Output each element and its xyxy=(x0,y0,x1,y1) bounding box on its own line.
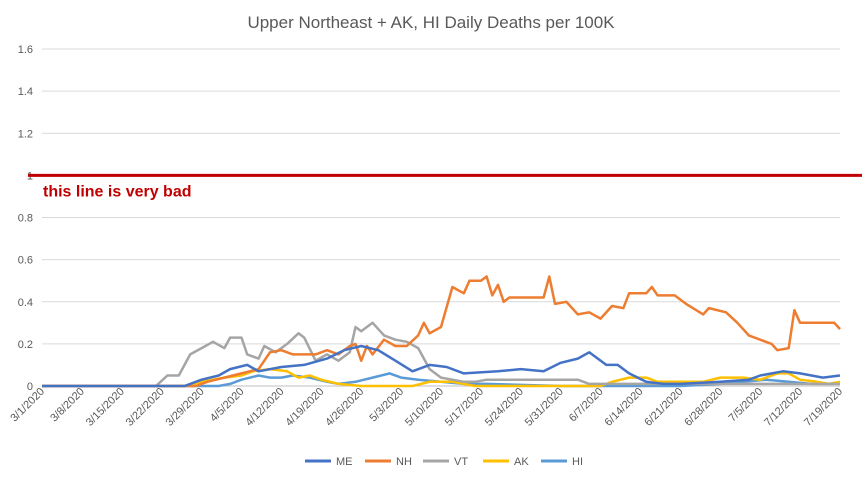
reference-line-group: this line is very bad xyxy=(28,173,862,200)
legend-label-ak: AK xyxy=(514,456,529,468)
y-tick-label: 0 xyxy=(27,381,33,393)
legend-label-nh: NH xyxy=(396,456,412,468)
y-tick-label: 0.4 xyxy=(18,297,33,309)
gridlines xyxy=(42,48,840,345)
reference-line-label: this line is very bad xyxy=(43,183,192,200)
y-tick-label: 0.8 xyxy=(18,213,33,225)
series-line-vt xyxy=(42,321,840,388)
series-line-me xyxy=(42,344,841,388)
y-tick-label: 0.6 xyxy=(18,255,33,267)
series-lines xyxy=(42,275,841,388)
series-line-hi xyxy=(42,372,840,388)
legend-label-hi: HI xyxy=(572,456,583,468)
series-line-nh xyxy=(42,275,841,388)
y-tick-label: 0.2 xyxy=(18,339,33,351)
legend-label-vt: VT xyxy=(454,456,468,468)
chart-title: Upper Northeast + AK, HI Daily Deaths pe… xyxy=(247,13,615,32)
legend: ME NH VT AK HI xyxy=(305,456,583,468)
y-tick-label: 1.4 xyxy=(18,86,33,98)
y-axis-tick-labels: 00.20.40.60.811.21.41.6 xyxy=(18,44,33,393)
y-tick-label: 1.6 xyxy=(18,44,33,56)
legend-label-me: ME xyxy=(336,456,353,468)
y-tick-label: 1.2 xyxy=(18,128,33,140)
